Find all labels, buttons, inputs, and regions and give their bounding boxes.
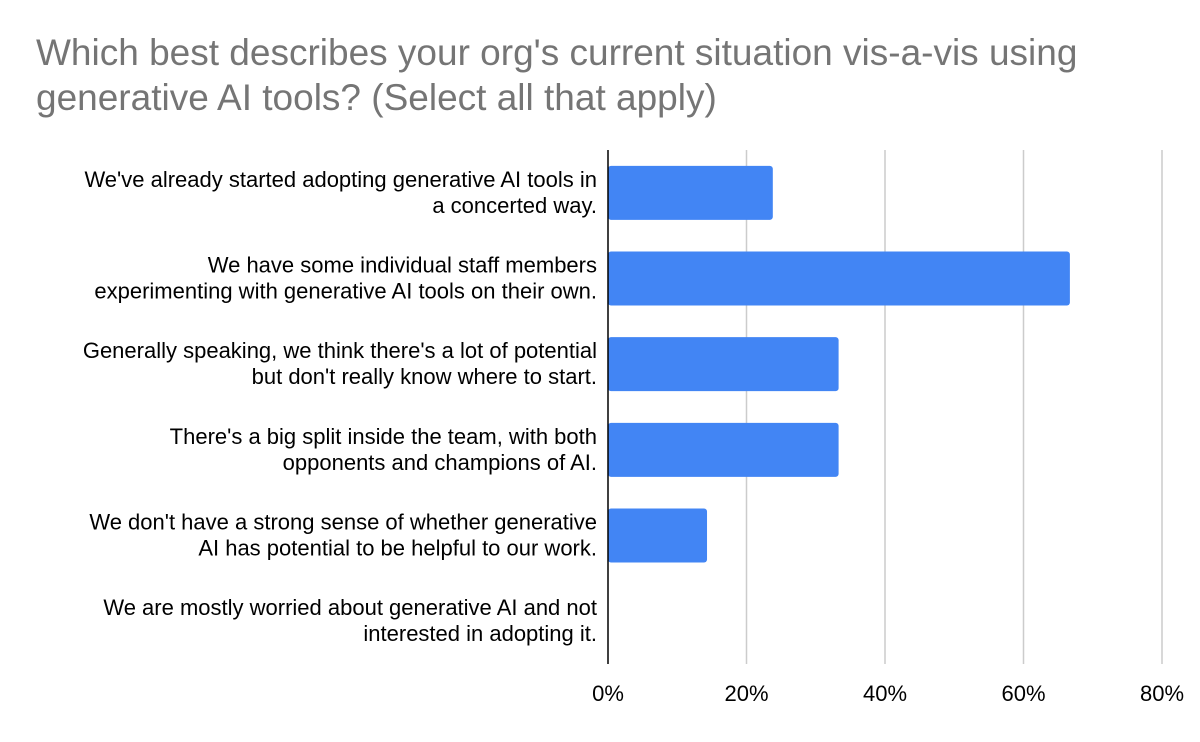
category-labels: We've already started adopting generativ… [83, 167, 597, 646]
category-label: We've already started adopting generativ… [84, 167, 597, 218]
x-tick-label: 60% [1001, 681, 1045, 706]
bar [608, 422, 839, 477]
bar [608, 165, 773, 220]
category-label: There's a big split inside the team, wit… [170, 424, 597, 475]
category-label: We are mostly worried about generative A… [103, 595, 597, 646]
bar [608, 508, 708, 563]
x-tick-labels: 0% 20% 40% 60% 80% [592, 681, 1184, 706]
x-tick-label: 20% [724, 681, 768, 706]
x-tick-label: 0% [592, 681, 624, 706]
category-label: We don't have a strong sense of whether … [89, 510, 597, 561]
bars [608, 165, 1070, 563]
category-label: We have some individual staff members exp… [94, 253, 597, 304]
bar [608, 251, 1070, 306]
x-tick-label: 80% [1140, 681, 1184, 706]
gridlines [745, 150, 1163, 664]
x-tick-label: 40% [863, 681, 907, 706]
category-label: Generally speaking, we think there's a l… [83, 338, 597, 389]
chart-title: Which best describes your org's current … [36, 32, 1078, 118]
bar [608, 337, 839, 392]
